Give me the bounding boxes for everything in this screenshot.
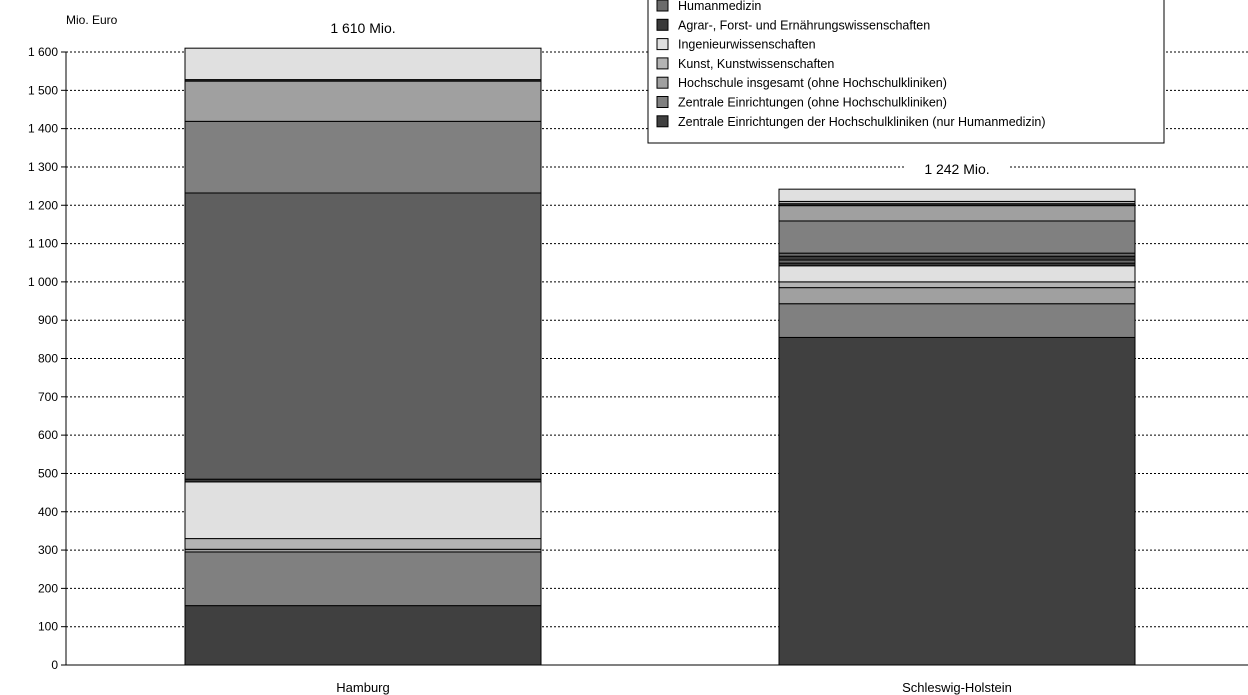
- legend-swatch: [656, 38, 669, 51]
- legend-swatch: [656, 0, 669, 12]
- bar-segment: [778, 265, 1136, 283]
- bar-segment: [184, 120, 542, 194]
- y-tick-label: 600: [38, 428, 58, 442]
- y-tick-label: 300: [38, 543, 58, 557]
- legend-swatch: [656, 96, 669, 108]
- legend-swatch: [656, 18, 669, 31]
- bar-segment: [184, 80, 542, 122]
- legend-label: Humanmedizin: [678, 0, 761, 13]
- bar-segment: [778, 188, 1136, 202]
- y-tick-label: 1 100: [28, 237, 58, 251]
- bar-segment: [778, 281, 1136, 289]
- legend-label: Zentrale Einrichtungen (ohne Hochschulkl…: [678, 96, 947, 110]
- bar-total-label: 1 242 Mio.: [924, 161, 989, 177]
- bar-segment: [184, 605, 542, 666]
- legend-label: Zentrale Einrichtungen der Hochschulklin…: [678, 115, 1046, 129]
- bar-segment: [184, 481, 542, 540]
- legend-label: Agrar-, Forst- und Ernährungswissenschaf…: [678, 18, 930, 32]
- legend-swatch: [656, 57, 669, 70]
- y-tick-label: 1 500: [28, 83, 58, 97]
- bar-segment: [184, 47, 542, 81]
- y-tick-label: 700: [38, 390, 58, 404]
- bar-segment: [778, 287, 1136, 305]
- bars: 1 610 Mio. Hamburg 1 242 Mio. Schleswig-Hol…: [184, 19, 1136, 695]
- bar-segment: [184, 551, 542, 607]
- x-category-label: Hamburg: [336, 680, 389, 695]
- y-tick-label: 1 400: [28, 122, 58, 136]
- legend-swatch: [656, 76, 669, 89]
- y-axis-unit-label: Mio. Euro: [66, 13, 118, 27]
- y-tick-label: 100: [38, 620, 58, 634]
- legend-label: Kunst, Kunstwissenschaften: [678, 57, 834, 71]
- legend-box: [647, 0, 1165, 144]
- total-label-background: [905, 160, 1009, 179]
- bar-segment: [778, 303, 1136, 338]
- bar-segment: [778, 336, 1136, 666]
- y-tick-label: 1 600: [28, 45, 58, 59]
- bar-segment: [778, 255, 1136, 261]
- y-tick-label: 1 200: [28, 198, 58, 212]
- bar-segment: [778, 205, 1136, 222]
- bar-segment: [184, 538, 542, 550]
- total-label-background: [311, 19, 415, 38]
- bar-segment: [778, 220, 1136, 254]
- y-tick-label: 1 000: [28, 275, 58, 289]
- bar-total-label: 1 610 Mio.: [330, 20, 395, 36]
- y-tick-label: 0: [51, 658, 58, 672]
- y-tick-label: 400: [38, 505, 58, 519]
- y-tick-label: 900: [38, 313, 58, 327]
- y-tick-label: 1 300: [28, 160, 58, 174]
- legend-swatch: [656, 115, 669, 128]
- y-tick-label: 800: [38, 352, 58, 366]
- y-tick-label: 200: [38, 581, 58, 595]
- y-tick-label: 500: [38, 466, 58, 480]
- x-category-label: Schleswig-Holstein: [902, 680, 1012, 695]
- bar-segment: [184, 192, 542, 480]
- legend: Humanmedizin Agrar-, Forst- und Ernährung…: [647, 0, 1165, 144]
- y-axis: 0 100 200 300 400 500 600 700 800 900 1 000 1 100 1 …: [28, 45, 1248, 672]
- legend-label: Ingenieurwissenschaften: [678, 38, 816, 52]
- legend-label: Hochschule insgesamt (ohne Hochschulklin…: [678, 76, 947, 90]
